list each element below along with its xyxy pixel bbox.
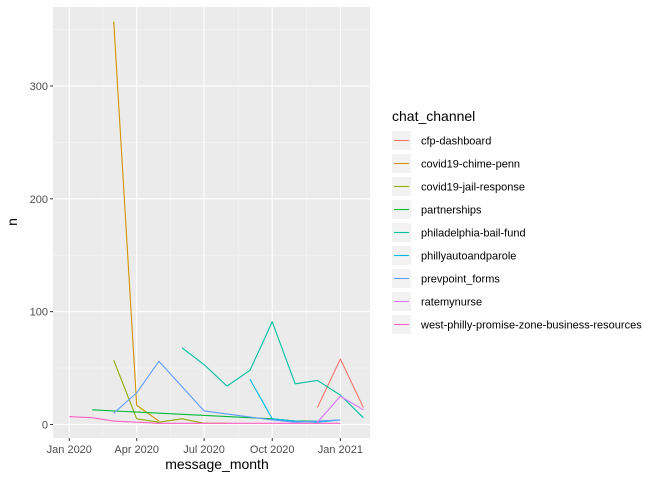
x-axis: Jan 2020 Apr 2020 Jul 2020 Oct 2020 Jan 2021 bbox=[47, 438, 363, 456]
y-tick-label: 200 bbox=[30, 194, 48, 206]
x-tick-label: Jan 2020 bbox=[47, 444, 92, 456]
y-axis-title: n bbox=[4, 218, 20, 226]
series-line-west-philly-promise-zone-business-resources bbox=[69, 416, 341, 424]
y-axis: 0 100 200 300 bbox=[30, 81, 53, 431]
legend: chat_channel cfp-dashboard covid19-chime-… bbox=[392, 108, 642, 334]
legend-label-cfp-dashboard: cfp-dashboard bbox=[421, 136, 491, 148]
plot-panel bbox=[53, 7, 370, 438]
series-line-ratemynurse bbox=[316, 395, 364, 423]
series-line-prevpoint_forms bbox=[113, 360, 341, 423]
x-axis-title: message_month bbox=[165, 456, 269, 472]
series-line-cfp-dashboard bbox=[316, 358, 364, 408]
panel-background bbox=[53, 7, 370, 438]
y-tick-label: 300 bbox=[30, 81, 48, 93]
legend-label-phillyautoandparole: phillyautoandparole bbox=[421, 251, 516, 263]
x-tick-label: Jan 2021 bbox=[318, 444, 363, 456]
legend-label-west-philly-promise-zone-business-resources: west-philly-promise-zone-business-resour… bbox=[420, 320, 642, 332]
legend-label-ratemynurse: ratemynurse bbox=[421, 297, 482, 309]
y-tick-label: 100 bbox=[30, 307, 48, 319]
series-line-covid19-chime-penn bbox=[113, 21, 160, 422]
x-tick-label: Apr 2020 bbox=[114, 444, 159, 456]
legend-label-covid19-chime-penn: covid19-chime-penn bbox=[421, 159, 520, 171]
legend-label-prevpoint_forms: prevpoint_forms bbox=[421, 274, 500, 286]
legend-title: chat_channel bbox=[392, 108, 475, 124]
x-tick-label: Jul 2020 bbox=[183, 444, 225, 456]
y-tick-label: 0 bbox=[42, 419, 48, 431]
series-line-philadelphia-bail-fund bbox=[181, 321, 364, 419]
legend-label-covid19-jail-response: covid19-jail-response bbox=[421, 182, 525, 194]
x-tick-label: Oct 2020 bbox=[250, 444, 295, 456]
series-line-phillyautoandparole bbox=[249, 379, 341, 423]
legend-label-philadelphia-bail-fund: philadelphia-bail-fund bbox=[421, 228, 526, 240]
legend-label-partnerships: partnerships bbox=[421, 205, 482, 217]
